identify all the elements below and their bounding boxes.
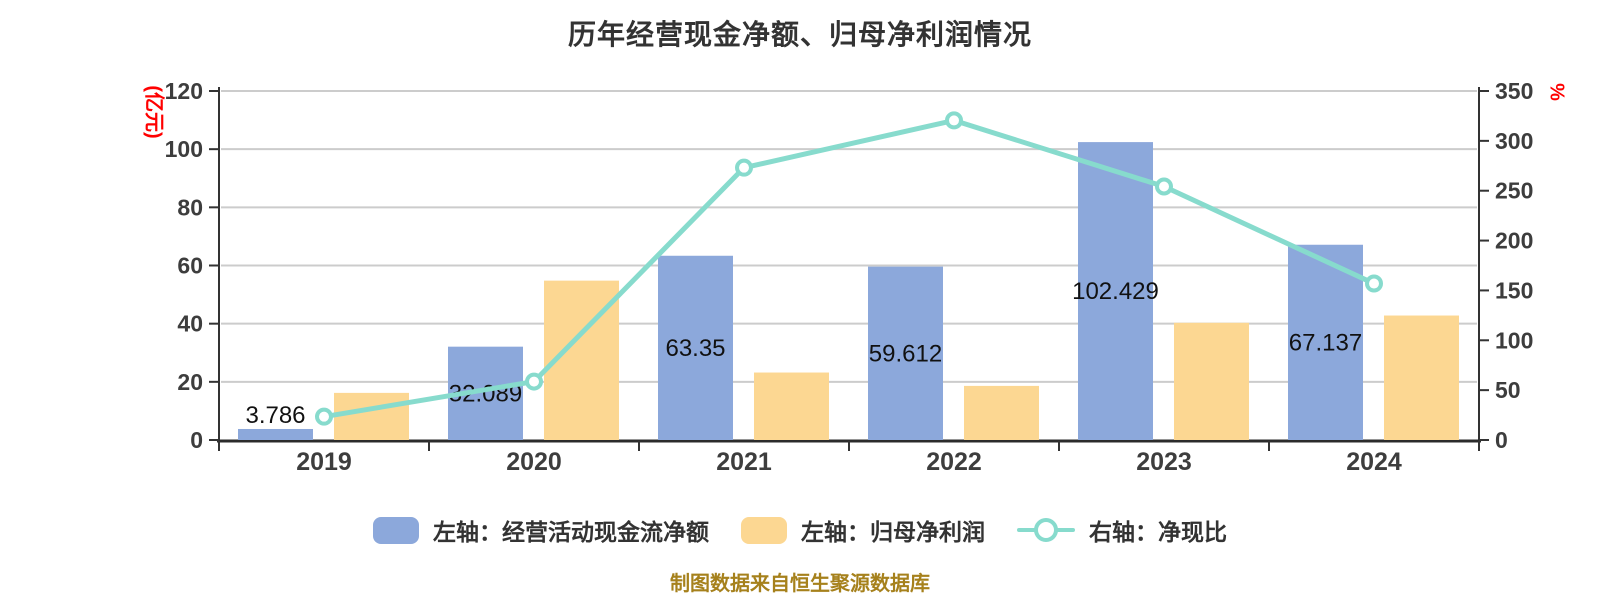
line-point-2022 <box>945 111 963 130</box>
line-point-2023 <box>1155 177 1173 196</box>
chart-title: 历年经营现金净额、归母净利润情况 <box>567 19 1032 50</box>
x-axis-category-label: 2021 <box>716 448 772 476</box>
left-axis-tick-label: 20 <box>177 369 203 395</box>
right-axis-tick-label: 50 <box>1495 377 1521 403</box>
bar-value-label: 59.612 <box>869 340 942 367</box>
legend-label-operating-cashflow: 左轴：经营活动现金流净额 <box>433 519 709 545</box>
left-axis-tick-label: 0 <box>190 427 203 453</box>
bar-value-label: 3.786 <box>245 402 305 429</box>
bar-net-profit-2022 <box>964 385 1039 440</box>
right-axis-tick-label: 0 <box>1495 427 1508 453</box>
x-axis-category-label: 2022 <box>926 448 982 476</box>
bar-operating-cashflow-2022 <box>868 266 943 440</box>
line-cash-ratio <box>321 117 1377 420</box>
x-axis-category-label: 2020 <box>506 448 562 476</box>
legend-label-net-profit: 左轴：归母净利润 <box>801 519 985 545</box>
legend-label-cash-ratio: 右轴：净现比 <box>1089 519 1227 545</box>
left-axis-tick-label: 120 <box>165 78 203 104</box>
legend-swatch-operating-cashflow <box>373 516 419 544</box>
bar-net-profit-2021 <box>754 372 829 440</box>
bar-operating-cashflow-2023 <box>1078 142 1153 440</box>
x-axis-category-label: 2024 <box>1346 448 1402 476</box>
right-axis-tick-label: 350 <box>1495 78 1533 104</box>
right-axis-tick-label: 250 <box>1495 178 1533 204</box>
right-axis-tick-label: 150 <box>1495 277 1533 303</box>
bar-operating-cashflow-2021 <box>658 255 733 440</box>
x-axis-category-label: 2019 <box>296 448 352 476</box>
bar-operating-cashflow-2019 <box>238 428 313 440</box>
legend: 左轴：经营活动现金流净额 左轴：归母净利润 右轴：净现比 <box>0 512 1600 548</box>
left-axis-tick-label: 100 <box>165 136 203 162</box>
bar-net-profit-2019 <box>334 392 409 440</box>
right-axis-tick-label: 300 <box>1495 128 1533 154</box>
bar-net-profit-2023 <box>1174 322 1249 440</box>
legend-item-net-profit[interactable]: 左轴：归母净利润 <box>741 513 985 547</box>
bar-operating-cashflow-2024 <box>1288 244 1363 440</box>
bar-value-label: 67.137 <box>1289 329 1362 356</box>
right-axis-tick-label: 100 <box>1495 327 1533 353</box>
bar-value-label: 63.35 <box>665 335 725 362</box>
line-point-2020 <box>525 372 543 391</box>
line-point-2024 <box>1365 274 1383 293</box>
legend-item-cash-ratio[interactable]: 右轴：净现比 <box>1017 513 1227 547</box>
left-axis-tick-label: 80 <box>177 194 203 220</box>
data-source-note: 制图数据来自恒生聚源数据库 <box>670 573 930 595</box>
left-axis-tick-label: 60 <box>177 253 203 279</box>
line-point-2019 <box>315 407 333 426</box>
left-axis-tick-label: 40 <box>177 311 203 337</box>
legend-swatch-net-profit <box>741 516 787 544</box>
legend-item-operating-cashflow[interactable]: 左轴：经营活动现金流净额 <box>373 513 709 547</box>
bar-net-profit-2024 <box>1384 315 1459 440</box>
line-point-2021 <box>735 158 753 177</box>
right-axis-tick-label: 200 <box>1495 228 1533 254</box>
x-axis-category-label: 2023 <box>1136 448 1192 476</box>
bar-value-label: 102.429 <box>1072 278 1159 305</box>
legend-marker-line-icon <box>1017 516 1075 544</box>
